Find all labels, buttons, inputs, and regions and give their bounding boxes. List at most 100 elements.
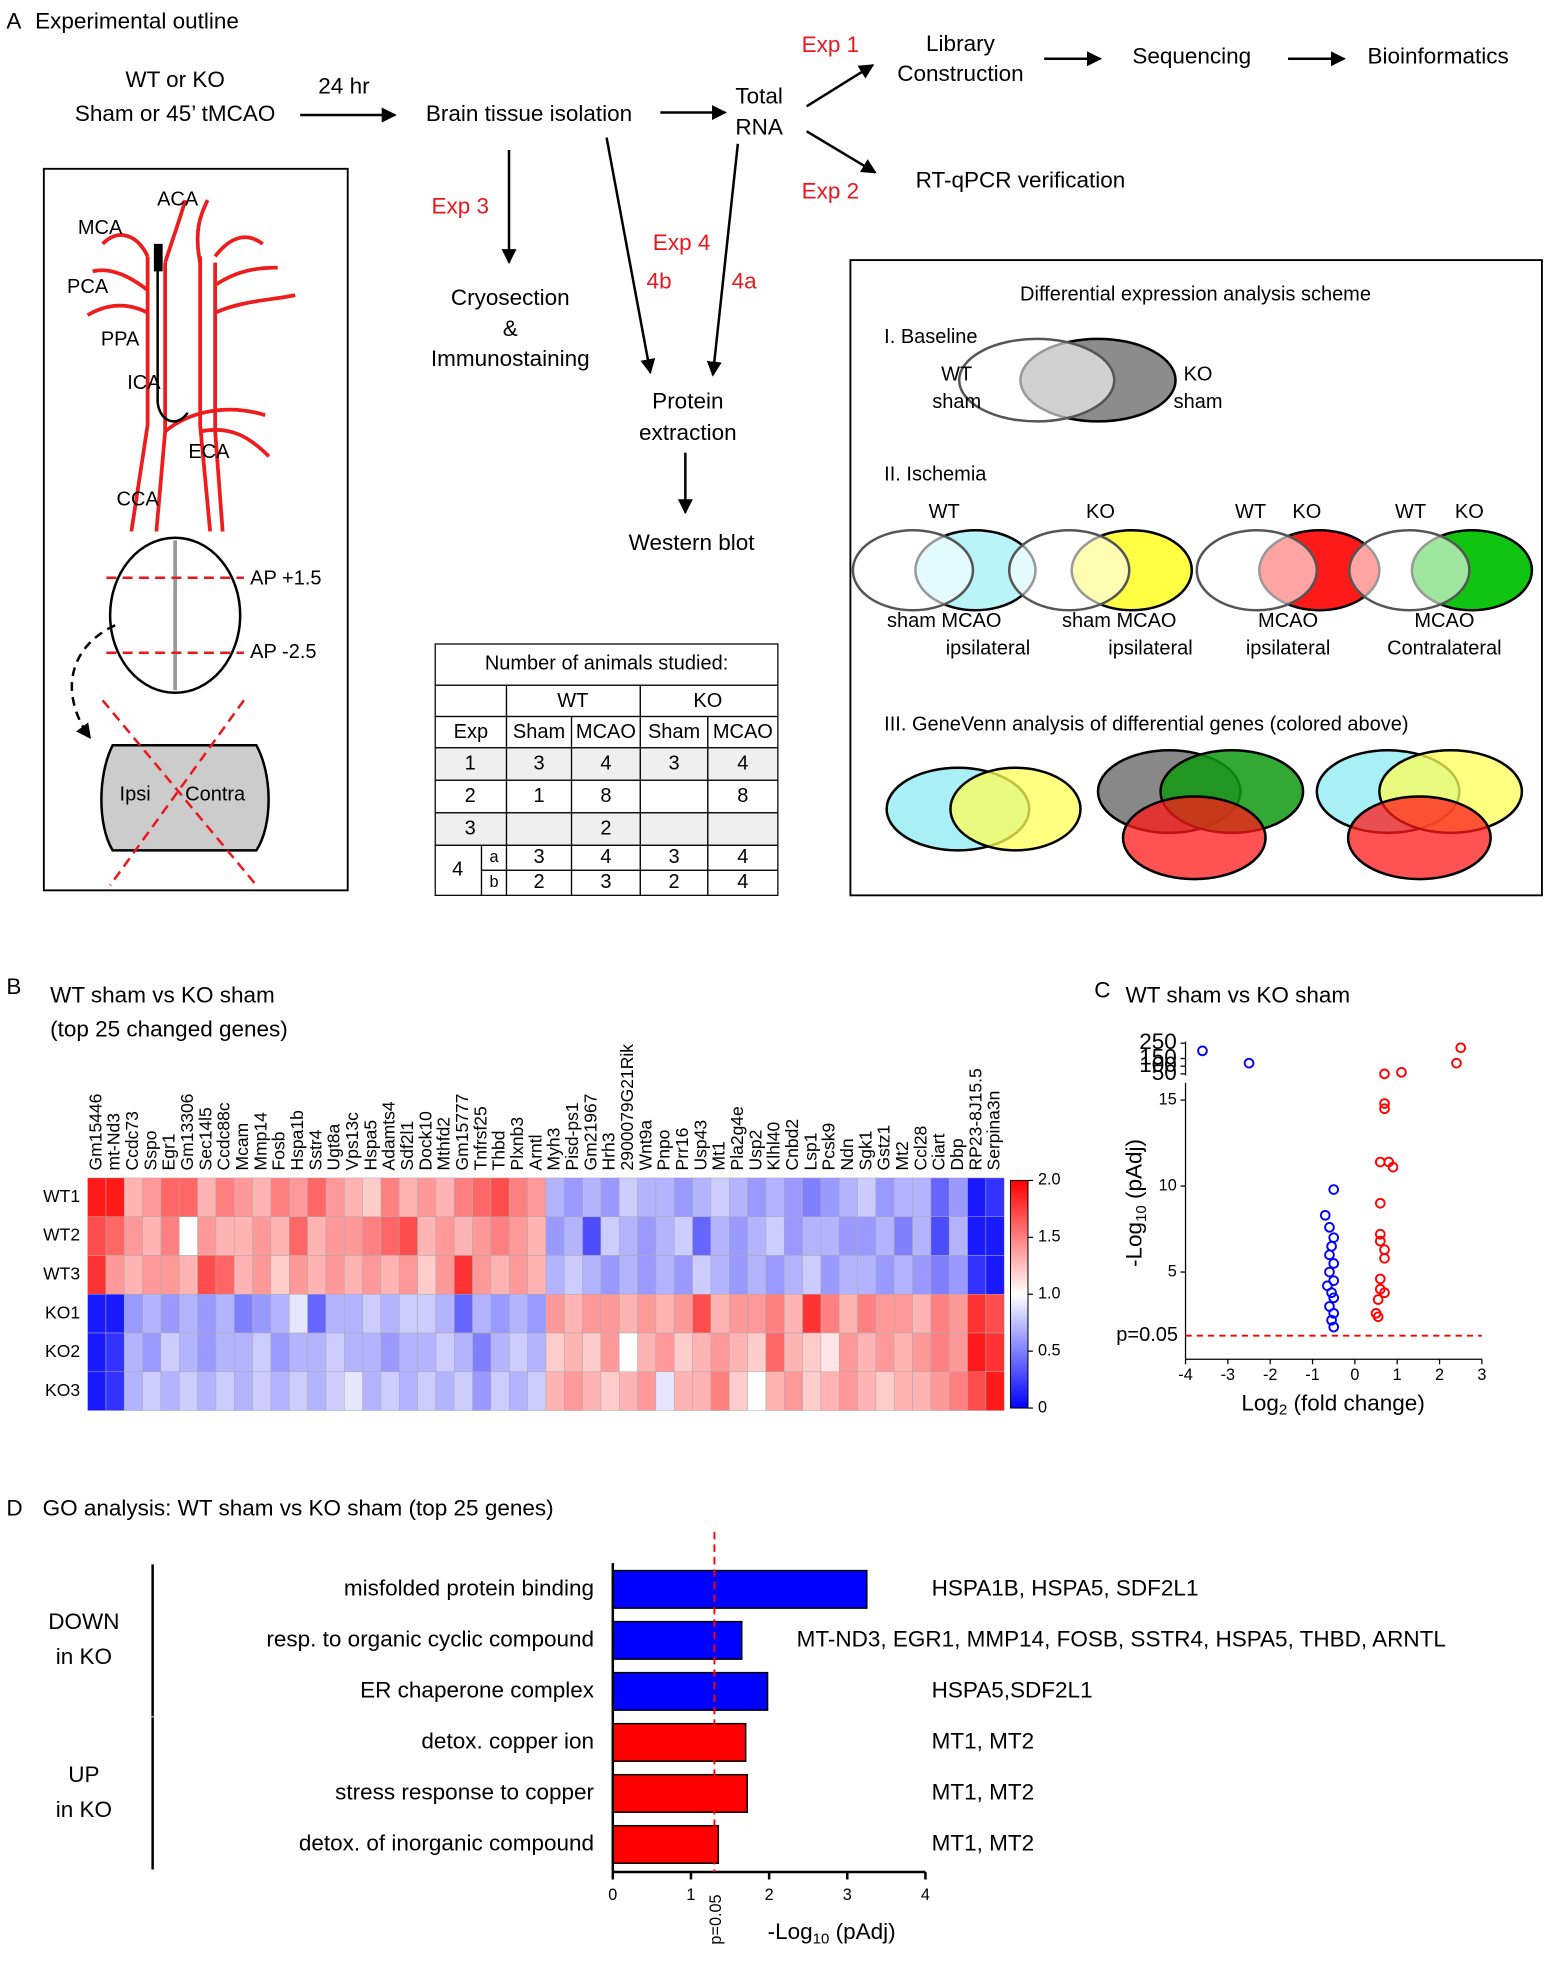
- heatmap-cell: [820, 1293, 840, 1334]
- heatmap-cell: [179, 1177, 198, 1217]
- heatmap-cell: [325, 1371, 345, 1411]
- heatmap-cell: [179, 1216, 198, 1256]
- chart-title: GO analysis: WT sham vs KO sham (top 25 …: [43, 1495, 554, 1520]
- table-header: MCAO: [713, 721, 773, 743]
- column-label: Pcsk9: [819, 1123, 839, 1171]
- decoration-line: [706, 143, 740, 377]
- venn-label: WT: [1235, 501, 1266, 523]
- x-tick-label: 2: [1435, 1366, 1444, 1384]
- point: [1374, 1156, 1386, 1168]
- point: [1324, 1249, 1335, 1261]
- heatmap-cell: [87, 1293, 107, 1334]
- heatmap-cell: [692, 1371, 712, 1411]
- heatmap-cell: [948, 1255, 968, 1295]
- heatmap-cell: [948, 1293, 968, 1334]
- point: [1379, 1287, 1390, 1298]
- flow-text: 4b: [647, 269, 672, 294]
- heatmap-cell: [344, 1177, 363, 1217]
- heatmap-cell: [508, 1293, 528, 1334]
- heatmap-cell: [454, 1332, 473, 1373]
- heatmap-cell: [545, 1177, 565, 1217]
- column-label: Cnbd2: [782, 1119, 802, 1171]
- table-cell: [505, 747, 573, 781]
- flow-text: extraction: [639, 420, 737, 445]
- heatmap-cell: [820, 1371, 840, 1411]
- panel-label: D: [6, 1495, 22, 1520]
- label-part: -Log: [768, 1919, 813, 1944]
- table-cell-text: 2: [465, 785, 476, 807]
- heatmap-cell: [893, 1293, 913, 1334]
- heatmap-cell: [912, 1332, 932, 1373]
- decoration-path: [92, 268, 149, 292]
- heatmap-cell: [215, 1371, 235, 1411]
- heatmap-cell: [508, 1371, 528, 1411]
- heatmap-cell: [399, 1293, 418, 1334]
- table-group: KO: [693, 690, 722, 712]
- chart-title: WT sham vs KO sham: [50, 983, 275, 1008]
- heatmap-cell: [710, 1255, 730, 1295]
- heatmap-cell: [362, 1371, 382, 1411]
- heatmap-cell: [508, 1216, 528, 1256]
- heatmap-cell: [234, 1332, 253, 1373]
- ap-label: AP -2.5: [250, 641, 316, 663]
- flow-text: WT or KO: [125, 67, 225, 92]
- annotation: MT1, MT2: [932, 1728, 1035, 1753]
- table-header: Exp: [454, 721, 488, 743]
- heatmap-cell: [160, 1371, 180, 1411]
- heatmap-cell: [600, 1332, 620, 1373]
- decoration-path: [195, 199, 210, 263]
- heatmap-cell: [802, 1255, 822, 1295]
- column-label: Klhl40: [764, 1122, 784, 1171]
- heatmap-cell: [362, 1255, 382, 1295]
- flow-text: Sham or 45’ tMCAO: [75, 101, 275, 126]
- heatmap-cell: [857, 1332, 877, 1373]
- column-label: Dock10: [415, 1111, 435, 1171]
- category-label: stress response to copper: [335, 1779, 594, 1804]
- table-cell: [434, 715, 508, 749]
- bar: [612, 1773, 748, 1813]
- heatmap-cell: [270, 1293, 290, 1334]
- category-label: detox. of inorganic compound: [299, 1830, 594, 1855]
- heatmap-cell: [582, 1293, 602, 1334]
- y-axis-label: -Log10 (pAdj): [1121, 1139, 1149, 1267]
- heatmap-cell: [582, 1177, 602, 1217]
- column-label: Thbd: [489, 1131, 509, 1171]
- decoration-path: [101, 233, 150, 258]
- column-label: Ccdc88c: [214, 1102, 234, 1170]
- heatmap-cell: [307, 1371, 327, 1411]
- heatmap-cell: [692, 1255, 712, 1295]
- bar: [612, 1722, 747, 1762]
- venn-label: KO: [1292, 501, 1321, 523]
- flow-text: Exp 3: [431, 194, 489, 219]
- heatmap-cell: [728, 1216, 748, 1256]
- heatmap-cell: [893, 1216, 913, 1256]
- heatmap-cell: [857, 1371, 877, 1411]
- heatmap-cell: [87, 1371, 107, 1411]
- column-label: Mt1: [709, 1141, 729, 1170]
- heatmap-cell: [673, 1216, 693, 1256]
- group-label: DOWN: [48, 1609, 119, 1634]
- heatmap-cell: [490, 1371, 510, 1411]
- column-label: Sspo: [140, 1131, 160, 1171]
- heatmap-cell: [985, 1332, 1005, 1373]
- heatmap-cell: [307, 1293, 327, 1334]
- heatmap-cell: [802, 1371, 822, 1411]
- point: [1379, 1252, 1390, 1264]
- heatmap-cell: [454, 1293, 473, 1334]
- heatmap-cell: [967, 1293, 987, 1334]
- heatmap-cell: [270, 1332, 290, 1373]
- table-group: WT: [557, 690, 588, 712]
- heatmap-cell: [930, 1332, 950, 1373]
- point: [1379, 1244, 1390, 1256]
- column-label: Wnt9a: [635, 1120, 655, 1171]
- column-label: Ccl28: [910, 1126, 930, 1171]
- heatmap-cell: [655, 1332, 675, 1373]
- decoration-path: [100, 744, 270, 852]
- column-label: Dbp: [947, 1138, 967, 1170]
- heatmap-cell: [289, 1216, 308, 1256]
- heatmap-cell: [344, 1371, 363, 1411]
- point: [1326, 1314, 1337, 1326]
- heatmap-cell: [197, 1293, 217, 1334]
- row-label: WT1: [43, 1186, 80, 1206]
- heatmap-cell: [802, 1177, 822, 1217]
